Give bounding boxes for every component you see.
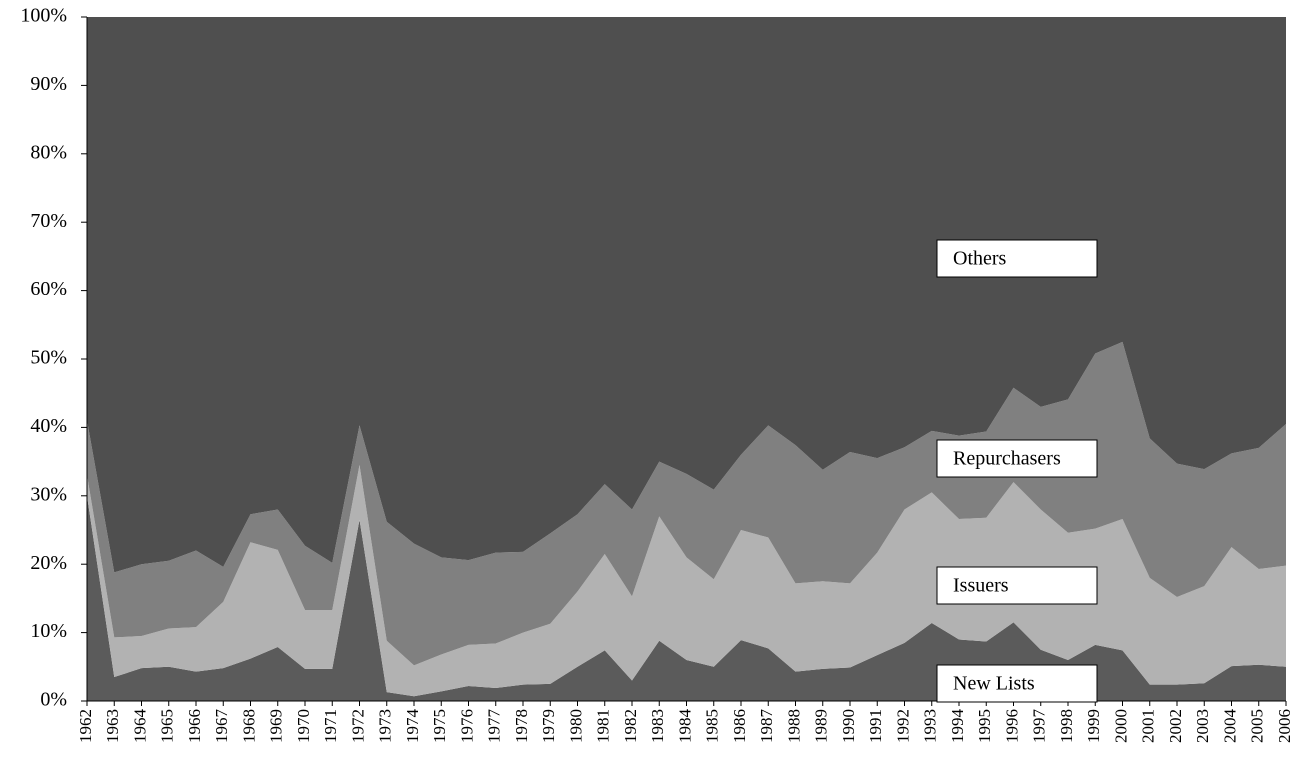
y-tick-label: 20% — [30, 552, 67, 574]
x-tick-label: 1978 — [512, 709, 531, 743]
x-tick-label: 1989 — [812, 709, 831, 743]
x-tick-label: 1967 — [212, 709, 231, 744]
x-tick-label: 1976 — [457, 709, 476, 743]
x-tick-label: 1992 — [893, 709, 912, 743]
y-tick-label: 90% — [30, 73, 67, 95]
area — [87, 495, 1286, 701]
x-tick-label: 1963 — [103, 709, 122, 743]
x-tick-label: 1964 — [130, 709, 149, 744]
y-tick-label: 30% — [30, 483, 67, 505]
x-tick-label: 2004 — [1220, 709, 1239, 744]
x-tick-label: 1979 — [539, 709, 558, 743]
y-tick-label: 100% — [20, 5, 67, 27]
x-tick-label: 1986 — [730, 709, 749, 743]
area — [87, 17, 1286, 573]
y-tick-label: 60% — [30, 278, 67, 300]
x-tick-label: 2000 — [1111, 709, 1130, 743]
y-tick-label: 40% — [30, 415, 67, 437]
x-tick-label: 1984 — [675, 709, 694, 744]
y-tick-label: 80% — [30, 141, 67, 163]
x-tick-label: 1970 — [294, 709, 313, 743]
x-tick-label: 1975 — [430, 709, 449, 743]
x-tick-label: 1965 — [158, 709, 177, 743]
x-tick-label: 1990 — [839, 709, 858, 743]
x-tick-label: 1971 — [321, 709, 340, 743]
x-tick-label: 1973 — [376, 709, 395, 743]
y-tick-label: 50% — [30, 347, 67, 369]
y-tick-label: 10% — [30, 620, 67, 642]
x-tick-label: 1998 — [1057, 709, 1076, 743]
x-tick-label: 2002 — [1166, 709, 1185, 743]
series-label: New Lists — [953, 673, 1035, 695]
series-label-box — [936, 439, 1098, 478]
x-tick-label: 1982 — [621, 709, 640, 743]
x-tick-label: 1981 — [594, 709, 613, 743]
y-tick-label: 70% — [30, 210, 67, 232]
x-tick-label: 1995 — [975, 709, 994, 743]
x-tick-label: 2003 — [1193, 709, 1212, 743]
x-tick-label: 1987 — [757, 709, 776, 744]
x-tick-label: 1988 — [784, 709, 803, 743]
area — [87, 341, 1286, 666]
x-tick-label: 2001 — [1139, 709, 1158, 743]
series-label: Issuers — [953, 575, 1009, 597]
x-tick-label: 2006 — [1275, 709, 1294, 743]
x-tick-label: 1991 — [866, 709, 885, 743]
area — [87, 465, 1286, 697]
x-tick-label: 1968 — [239, 709, 258, 743]
x-tick-label: 2005 — [1248, 709, 1267, 743]
x-tick-label: 1977 — [485, 709, 504, 744]
x-tick-label: 1983 — [648, 709, 667, 743]
y-tick-label: 0% — [40, 689, 67, 711]
x-tick-label: 1974 — [403, 709, 422, 744]
series-label: Others — [953, 248, 1007, 270]
series-label-box — [936, 566, 1098, 605]
series-label-box — [936, 239, 1098, 278]
series-label: Repurchasers — [953, 448, 1061, 470]
x-tick-label: 1985 — [703, 709, 722, 743]
x-tick-label: 1993 — [921, 709, 940, 743]
series-label-box — [936, 664, 1098, 703]
x-tick-label: 1996 — [1002, 709, 1021, 743]
x-tick-label: 1999 — [1084, 709, 1103, 743]
x-tick-label: 1997 — [1030, 709, 1049, 744]
x-tick-label: 1962 — [76, 709, 95, 743]
x-tick-label: 1966 — [185, 709, 204, 743]
x-tick-label: 1980 — [566, 709, 585, 743]
x-tick-label: 1972 — [348, 709, 367, 743]
x-tick-label: 1994 — [948, 709, 967, 744]
x-tick-label: 1969 — [267, 709, 286, 743]
